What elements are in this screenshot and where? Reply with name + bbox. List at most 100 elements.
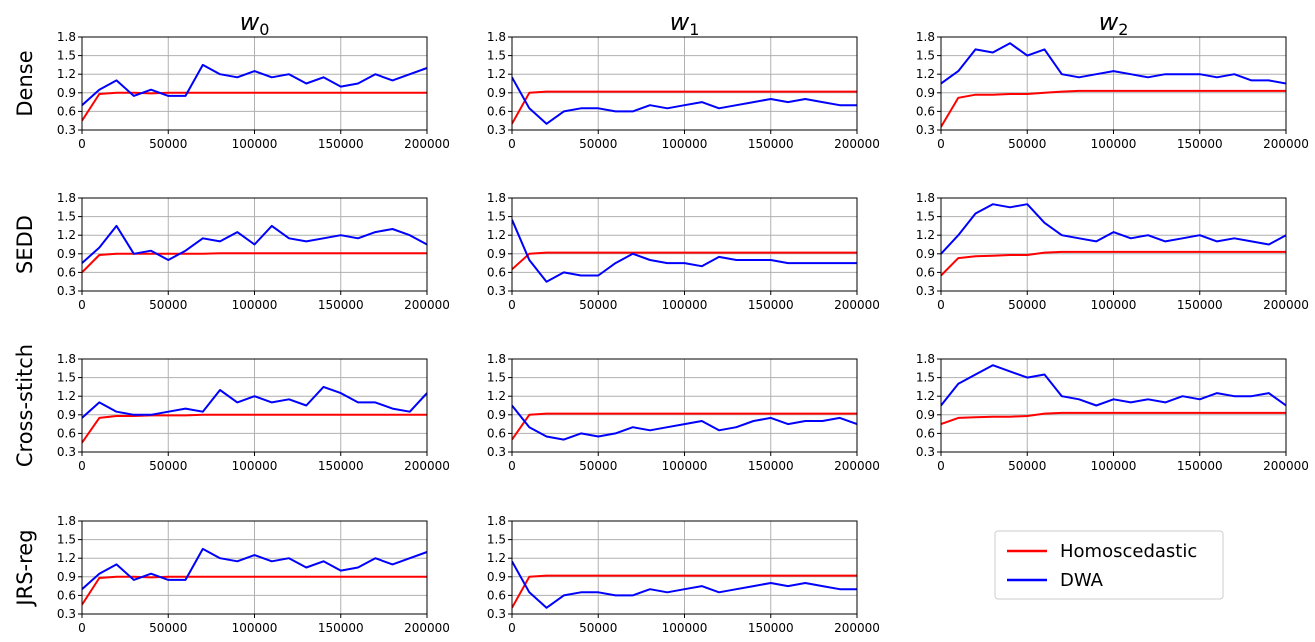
x-tick-label: 100000 (662, 459, 708, 473)
x-tick-label: 200000 (404, 298, 450, 312)
gridlines (511, 36, 858, 131)
x-tick-label: 50000 (1008, 298, 1046, 312)
x-tick-label: 50000 (149, 298, 187, 312)
y-tick-label: 0.9 (57, 408, 76, 422)
subplot: 0 50000 100000 150000 200000 0.3 0.6 0.9 1.2 1.5 1… (487, 514, 880, 635)
y-tick-label: 1.8 (487, 191, 506, 205)
x-tick-label: 150000 (1177, 459, 1223, 473)
y-tick-label: 0.3 (57, 607, 76, 621)
x-tick-label: 150000 (748, 621, 794, 635)
y-tick-label: 0.6 (487, 104, 506, 118)
y-tick-label: 1.8 (487, 514, 506, 528)
x-tick-label: 50000 (579, 137, 617, 151)
y-tick-label: 1.5 (487, 533, 506, 547)
y-tick-label: 1.5 (487, 49, 506, 63)
y-tick-label: 0.9 (916, 247, 935, 261)
x-tick-label: 0 (508, 621, 516, 635)
x-tick-label: 100000 (232, 137, 278, 151)
y-tick-label: 1.5 (57, 49, 76, 63)
series-line-dwa (512, 76, 857, 125)
x-tick-label: 200000 (1263, 137, 1309, 151)
x-tick-label: 200000 (834, 621, 880, 635)
y-tick-label: 1.2 (57, 551, 76, 565)
subplot: 0 50000 100000 150000 200000 0.3 0.6 0.9 1.2 1.5 1… (57, 30, 450, 151)
row-label: Dense (13, 50, 37, 116)
x-tick-label: 200000 (1263, 298, 1309, 312)
y-tick-label: 0.3 (916, 445, 935, 459)
y-tick-label: 1.8 (57, 514, 76, 528)
y-tick-label: 0.9 (487, 247, 506, 261)
y-tick-label: 0.6 (487, 265, 506, 279)
x-tick-label: 100000 (1091, 137, 1137, 151)
row-labels: Dense SEDD Cross-stitch JRS-reg (13, 50, 37, 607)
series-line-dwa (941, 42, 1286, 85)
x-tick-label: 0 (508, 137, 516, 151)
y-tick-label: 1.5 (487, 210, 506, 224)
y-tick-label: 0.3 (487, 284, 506, 298)
y-tick-label: 0.3 (487, 607, 506, 621)
series-line-homoscedastic (512, 251, 857, 271)
series-line-dwa (512, 219, 857, 283)
x-tick-label: 0 (937, 137, 945, 151)
x-tick-label: 100000 (662, 137, 708, 151)
y-tick-label: 0.3 (57, 445, 76, 459)
x-tick-label: 100000 (662, 298, 708, 312)
y-tick-label: 1.5 (57, 210, 76, 224)
subplot: 0 50000 100000 150000 200000 0.3 0.6 0.9 1.2 1.5 1… (57, 352, 450, 473)
gridlines (511, 197, 858, 292)
x-tick-label: 150000 (318, 459, 364, 473)
x-tick-label: 200000 (834, 459, 880, 473)
x-tick-label: 50000 (579, 298, 617, 312)
x-tick-label: 0 (78, 298, 86, 312)
subplot: 0 50000 100000 150000 200000 0.3 0.6 0.9 1.2 1.5 1… (916, 30, 1309, 151)
y-tick-label: 0.6 (916, 426, 935, 440)
y-tick-label: 1.8 (916, 352, 935, 366)
x-tick-label: 100000 (232, 621, 278, 635)
subplot: 0 50000 100000 150000 200000 0.3 0.6 0.9 1.2 1.5 1… (916, 352, 1309, 473)
x-tick-label: 0 (78, 621, 86, 635)
y-tick-label: 0.6 (57, 588, 76, 602)
x-tick-label: 0 (937, 298, 945, 312)
x-tick-label: 150000 (318, 298, 364, 312)
y-tick-label: 1.8 (487, 352, 506, 366)
x-tick-label: 50000 (579, 621, 617, 635)
series-line-dwa (82, 547, 427, 590)
series-line-homoscedastic (512, 90, 857, 125)
column-title-subscript: 2 (1118, 20, 1128, 39)
y-tick-label: 1.8 (57, 352, 76, 366)
x-tick-label: 200000 (404, 459, 450, 473)
column-title: w2 (1099, 8, 1129, 39)
y-tick-label: 0.3 (487, 123, 506, 137)
y-tick-label: 0.6 (916, 104, 935, 118)
y-tick-label: 0.9 (916, 86, 935, 100)
series-line-dwa (82, 63, 427, 106)
column-title: w0 (240, 8, 270, 39)
y-tick-label: 1.5 (487, 371, 506, 385)
series-line-homoscedastic (941, 250, 1286, 277)
series-line-homoscedastic (941, 411, 1286, 426)
y-tick-label: 1.8 (487, 30, 506, 44)
y-tick-label: 0.3 (916, 123, 935, 137)
y-tick-label: 0.6 (487, 588, 506, 602)
y-tick-label: 0.3 (916, 284, 935, 298)
y-tick-label: 0.9 (57, 247, 76, 261)
y-tick-label: 0.3 (487, 445, 506, 459)
x-tick-label: 150000 (748, 298, 794, 312)
y-tick-label: 1.2 (487, 67, 506, 81)
y-tick-label: 0.6 (57, 265, 76, 279)
y-tick-label: 0.3 (57, 123, 76, 137)
y-tick-label: 1.2 (916, 67, 935, 81)
series-line-dwa (82, 224, 427, 264)
x-tick-label: 200000 (404, 137, 450, 151)
y-tick-label: 1.2 (916, 389, 935, 403)
column-titles: w0 w1 w2 (240, 8, 1129, 39)
row-label: JRS-reg (13, 529, 37, 607)
x-tick-label: 200000 (1263, 459, 1309, 473)
column-title-base: w (240, 8, 260, 36)
column-title-subscript: 0 (259, 20, 269, 39)
series-line-dwa (512, 404, 857, 441)
x-tick-label: 200000 (834, 298, 880, 312)
series-line-homoscedastic (941, 89, 1286, 128)
column-title: w1 (670, 8, 700, 39)
x-tick-label: 0 (937, 459, 945, 473)
